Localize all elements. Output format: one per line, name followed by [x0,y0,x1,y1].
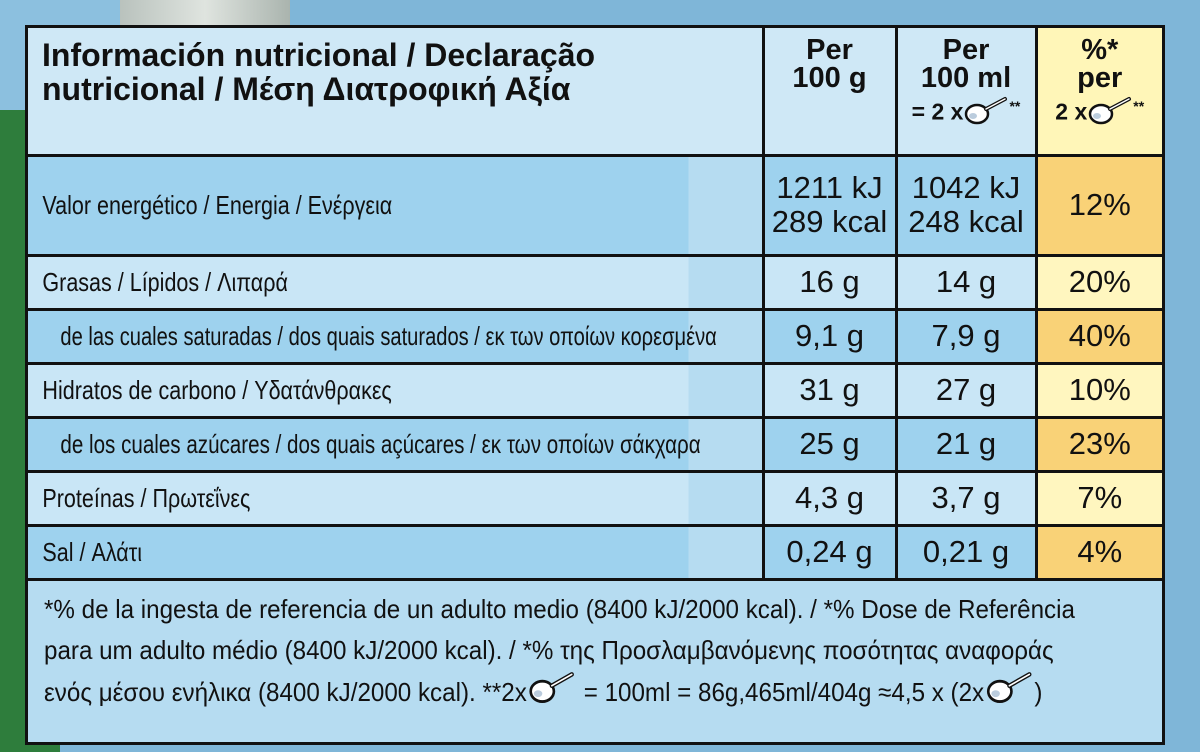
header-text: Per [806,34,853,66]
ice-cream-scoop-icon [984,671,1034,717]
value-percent: 20% [1034,253,1162,311]
footnote-line: para um adulto médio (8400 kJ/2000 kcal)… [44,634,1054,665]
value-per-100ml: 14 g [894,253,1038,311]
header-serving: = 2 x ** [898,92,1035,132]
table-row: de los cuales azúcares / dos quais açúca… [28,415,1162,473]
nutrient-label: Proteínas / Πρωτεΐνες [28,469,691,527]
value-percent: 4% [1034,523,1162,581]
value-per-100ml: 27 g [894,361,1038,419]
nutrient-label: de los cuales azúcares / dos quais açúca… [28,415,701,473]
footnote-line: ενός μέσου ενήλικα (8400 kJ/2000 kcal). … [44,671,1151,717]
value-per-100ml: 1042 kJ 248 kcal [894,153,1038,257]
value-per-100g: 9,1 g [761,307,898,365]
table-row: de las cuales saturadas / dos quais satu… [28,307,1162,365]
nutrient-label: Grasas / Lípidos / Λιπαρά [28,253,691,311]
value-percent: 40% [1034,307,1162,365]
value-per-100ml: 3,7 g [894,469,1038,527]
ice-cream-scoop-icon [1087,96,1133,132]
footnote-row: *% de la ingesta de referencia de un adu… [28,577,1162,717]
nutrition-panel: Información nutricional / Declaração nut… [25,25,1165,745]
value-per-100g: 1211 kJ 289 kcal [761,153,898,257]
value-per-100g: 0,24 g [761,523,898,581]
footnote-line: *% de la ingesta de referencia de un adu… [44,593,1075,624]
header-text: Per [942,34,990,66]
value-percent: 7% [1034,469,1162,527]
header-text: = 2 x [911,98,964,125]
value-per-100g: 4,3 g [761,469,898,527]
header-text: 100 g [792,62,867,94]
ice-cream-scoop-icon [963,96,1009,132]
nutrition-table: Información nutricional / Declaração nut… [28,28,1162,717]
value-per-100g: 16 g [761,253,898,311]
table-header-row: Información nutricional / Declaração nut… [28,28,1163,157]
header-serving: 2 x ** [1038,92,1163,132]
footnote-text-part: ) [1034,676,1043,707]
value-text: 289 kcal [771,204,888,239]
footnote-text: *% de la ingesta de referencia de un adu… [44,589,1151,717]
background-photo-strip [120,0,290,28]
value-text: 1042 kJ [911,170,1021,205]
nutrient-label: Hidratos de carbono / Υδατάνθρακες [28,361,691,419]
header-percent: %* per 2 x ** [1034,28,1163,157]
header-text: ** [1009,98,1021,114]
value-per-100g: 25 g [761,415,898,473]
nutrient-label: Valor energético / Energia / Ενέργεια [28,153,691,257]
table-row: Sal / Αλάτι 0,24 g 0,21 g 4% [28,523,1162,581]
value-percent: 23% [1034,415,1162,473]
footnote: *% de la ingesta de referencia de un adu… [28,577,1162,717]
title-line: Información nutricional / Declaração [42,37,596,73]
nutrient-label: de las cuales saturadas / dos quais satu… [28,307,717,365]
title-line: nutricional / Μέση Διατροφική Αξία [42,71,571,107]
value-percent: 10% [1034,361,1162,419]
nutrient-label: Sal / Αλάτι [28,523,691,581]
ice-cream-scoop-icon [527,671,577,717]
table-row: Proteínas / Πρωτεΐνες 4,3 g 3,7 g 7% [28,469,1162,527]
value-per-100ml: 7,9 g [894,307,1038,365]
table-row: Valor energético / Energia / Ενέργεια 12… [28,153,1162,257]
value-text: 1211 kJ [776,170,883,205]
value-per-100ml: 0,21 g [894,523,1038,581]
table-row: Grasas / Lípidos / Λιπαρά 16 g 14 g 20% [28,253,1162,311]
header-text: %* [1081,34,1119,66]
header-per-100ml: Per 100 ml = 2 x ** [894,28,1038,157]
footnote-text-part: ενός μέσου ενήλικα (8400 kJ/2000 kcal). … [44,676,527,707]
value-percent: 12% [1034,153,1162,257]
table-title: Información nutricional / Declaração nut… [28,28,765,157]
table-row: Hidratos de carbono / Υδατάνθρακες 31 g … [28,361,1162,419]
header-text: ** [1133,98,1145,114]
header-text: per [1077,62,1123,94]
header-text: 100 ml [920,62,1012,94]
value-per-100ml: 21 g [894,415,1038,473]
header-text: 2 x [1055,98,1088,125]
footnote-text-part: = 100ml = 86g,465ml/404g ≈4,5 x (2x [577,676,985,707]
value-text: 248 kcal [908,204,1024,239]
header-per-100g: Per 100 g [761,28,898,157]
value-per-100g: 31 g [761,361,898,419]
